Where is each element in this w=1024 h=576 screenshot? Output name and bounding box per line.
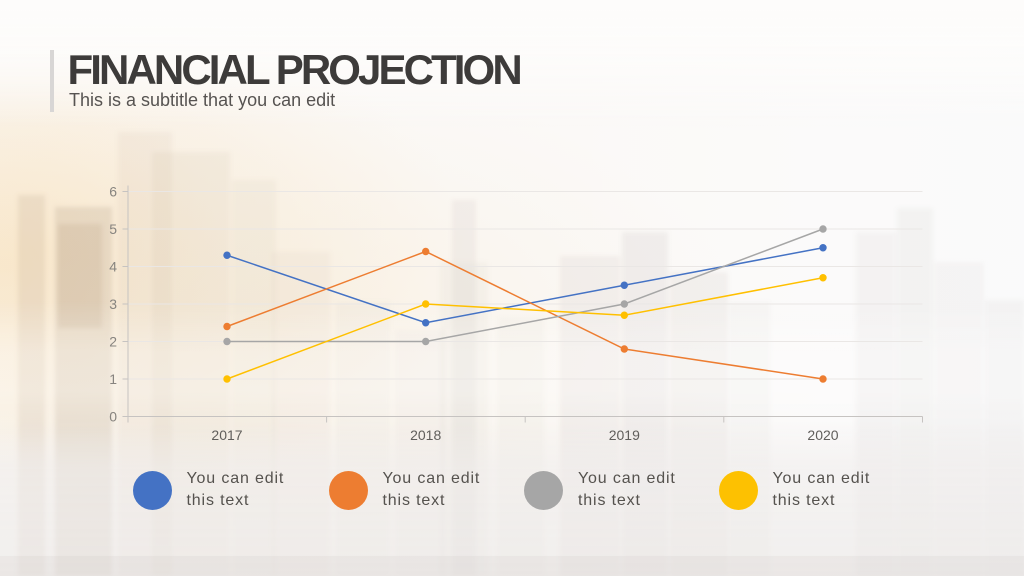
svg-text:4: 4 bbox=[109, 259, 117, 275]
svg-text:2: 2 bbox=[109, 334, 117, 350]
svg-text:0: 0 bbox=[109, 409, 117, 425]
svg-text:6: 6 bbox=[109, 184, 117, 200]
svg-text:2017: 2017 bbox=[211, 427, 242, 443]
svg-text:2020: 2020 bbox=[807, 427, 838, 443]
svg-text:3: 3 bbox=[109, 296, 117, 312]
svg-text:2019: 2019 bbox=[609, 427, 640, 443]
svg-text:1: 1 bbox=[109, 371, 117, 387]
svg-text:5: 5 bbox=[109, 221, 117, 237]
svg-text:2018: 2018 bbox=[410, 427, 441, 443]
